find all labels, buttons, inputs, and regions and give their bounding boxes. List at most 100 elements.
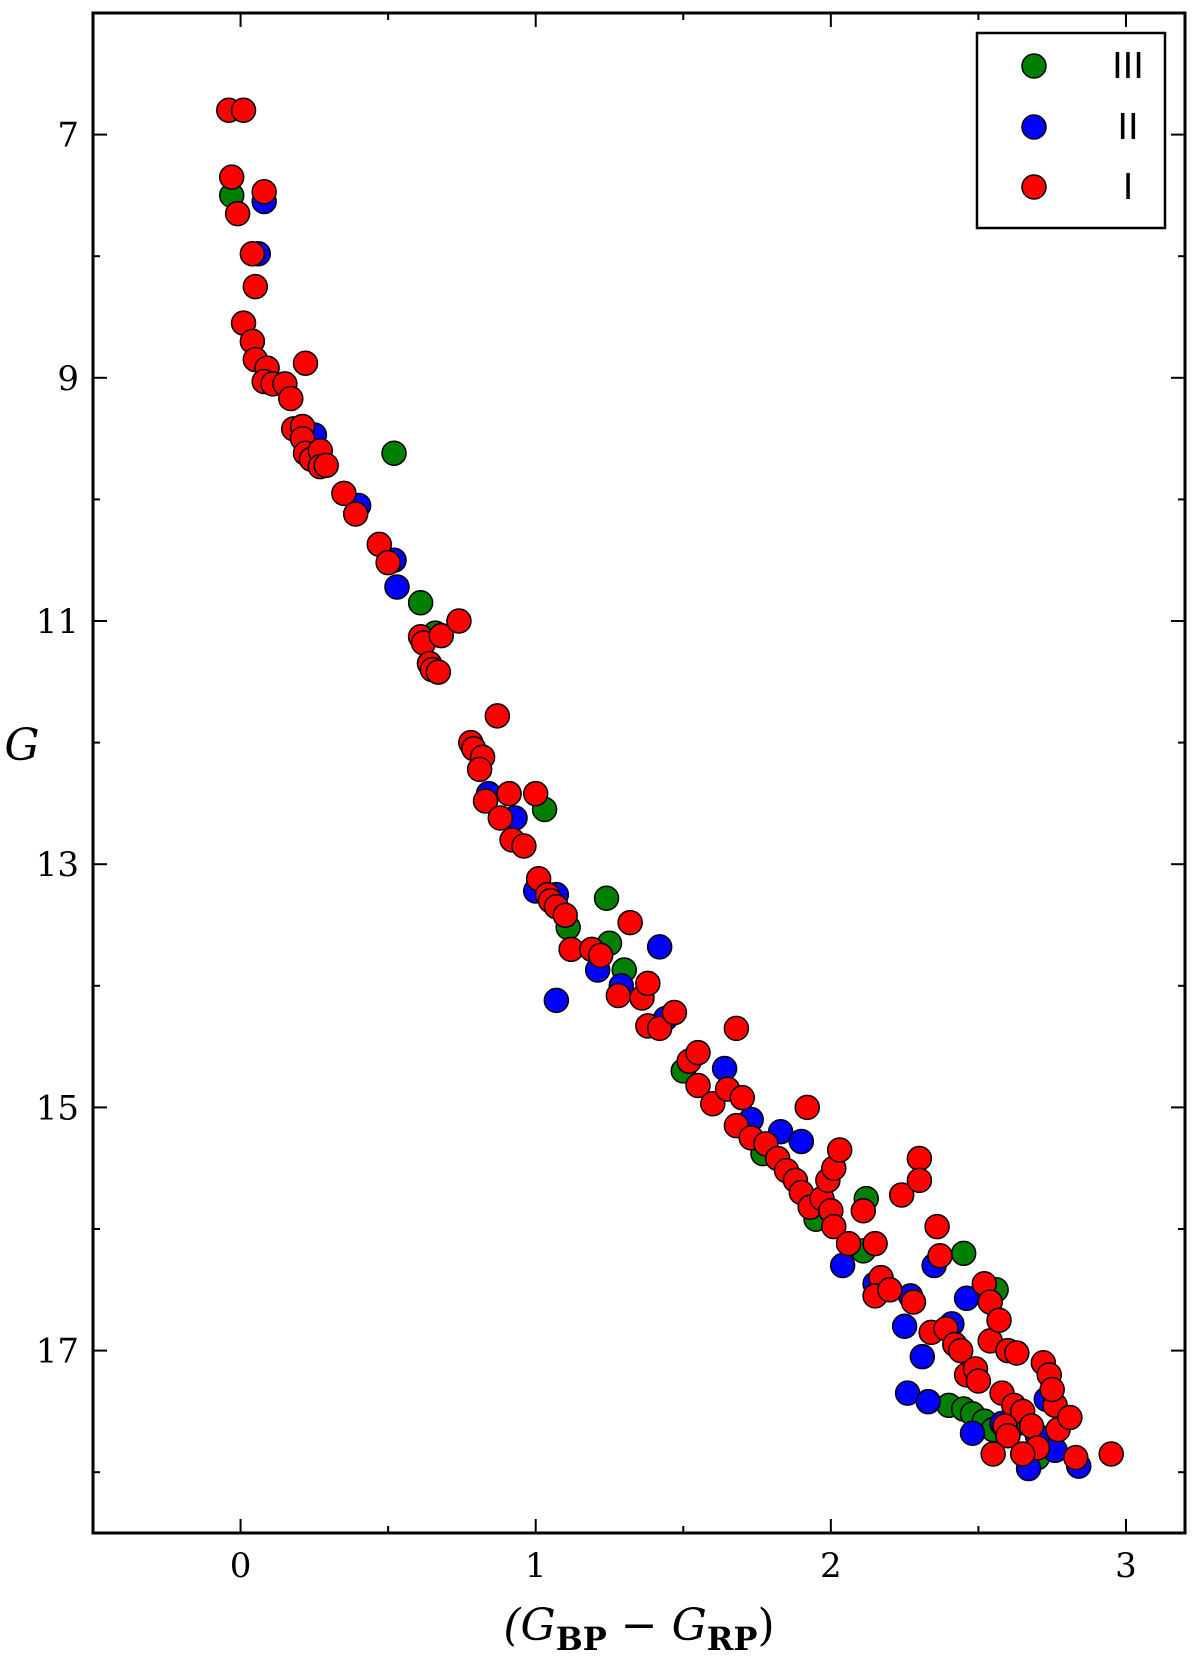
data-point-i xyxy=(552,902,578,929)
data-point-i xyxy=(292,350,319,376)
data-point-i xyxy=(342,501,369,527)
data-point-iii xyxy=(950,1240,977,1267)
data-point-i xyxy=(862,1230,888,1257)
x-title-part-open: (G xyxy=(503,1600,555,1651)
data-point-i xyxy=(446,608,472,634)
data-point-i xyxy=(484,703,511,729)
legend-marker-ii xyxy=(1021,114,1047,140)
x-tick-label: 2 xyxy=(820,1546,842,1586)
data-point-i xyxy=(511,833,537,859)
data-point-i xyxy=(1098,1441,1124,1467)
data-point-i xyxy=(850,1198,877,1224)
x-title-part-close: ) xyxy=(757,1600,774,1651)
y-axis-title: G xyxy=(4,720,39,771)
data-point-i xyxy=(1039,1376,1065,1403)
data-point-ii xyxy=(909,1343,936,1370)
data-point-i xyxy=(826,1137,853,1163)
data-point-i xyxy=(646,1015,673,1042)
plot-frame xyxy=(91,11,1187,1535)
data-point-i xyxy=(980,1441,1006,1467)
data-point-ii xyxy=(788,1128,815,1155)
x-tick-label: 3 xyxy=(1115,1546,1137,1586)
x-axis-title: (GBP − GRP) xyxy=(503,1600,774,1658)
data-point-iii xyxy=(407,590,434,616)
data-point-i xyxy=(995,1422,1021,1449)
data-point-i xyxy=(729,1084,756,1111)
legend-box xyxy=(975,31,1167,230)
data-point-i xyxy=(218,164,245,190)
data-point-i xyxy=(821,1213,847,1240)
data-point-i xyxy=(587,942,614,969)
legend: III II I xyxy=(975,31,1167,230)
data-point-i xyxy=(428,622,455,649)
y-tick-label: 13 xyxy=(36,845,79,885)
data-point-i xyxy=(888,1182,915,1208)
data-point-ii xyxy=(384,574,410,600)
data-point-i xyxy=(1057,1404,1083,1431)
x-tick-label: 1 xyxy=(525,1546,547,1586)
data-point-ii xyxy=(891,1313,918,1340)
data-point-i xyxy=(635,970,661,997)
data-point-i xyxy=(313,452,339,479)
data-point-i xyxy=(924,1213,950,1240)
y-tick-label: 9 xyxy=(57,359,79,399)
data-point-i xyxy=(425,659,452,685)
data-point-i xyxy=(947,1337,974,1364)
data-point-i xyxy=(277,385,304,412)
data-point-i xyxy=(661,999,688,1026)
data-point-i xyxy=(466,756,493,783)
data-point-i xyxy=(986,1307,1012,1333)
data-point-i xyxy=(685,1072,711,1099)
data-point-i xyxy=(605,982,632,1009)
data-point-i xyxy=(487,805,514,831)
legend-label-i: I xyxy=(1123,167,1134,208)
data-point-ii xyxy=(959,1420,986,1447)
legend-label-iii: III xyxy=(1112,46,1144,87)
data-point-i xyxy=(685,1039,711,1066)
data-point-i xyxy=(472,788,499,814)
legend-marker-i xyxy=(1021,174,1047,200)
data-point-i xyxy=(1004,1340,1030,1366)
data-point-i xyxy=(877,1277,903,1303)
data-point-i xyxy=(1063,1444,1089,1471)
data-point-i xyxy=(927,1243,953,1269)
data-point-i xyxy=(242,273,269,300)
axis-tick-labels: 0 1 2 3 7 9 11 13 15 17 xyxy=(36,116,1137,1586)
data-point-i xyxy=(375,549,401,576)
y-tick-label: 17 xyxy=(36,1332,79,1372)
data-point-i xyxy=(1018,1413,1045,1439)
data-point-i xyxy=(906,1167,933,1194)
data-point-i xyxy=(906,1145,933,1172)
data-point-i xyxy=(617,909,643,936)
y-tick-label: 15 xyxy=(36,1088,79,1128)
data-point-ii xyxy=(829,1252,856,1279)
data-point-i xyxy=(900,1289,927,1315)
data-point-i xyxy=(496,780,522,807)
x-tick-label: 0 xyxy=(230,1546,252,1586)
data-point-i xyxy=(835,1230,862,1257)
axis-ticks xyxy=(92,12,1185,1533)
data-point-i xyxy=(331,480,357,507)
data-point-ii xyxy=(646,934,673,960)
legend-marker-iii xyxy=(1021,53,1047,79)
data-point-i xyxy=(1009,1441,1036,1467)
data-point-i xyxy=(224,200,251,227)
x-title-sub-rp: RP xyxy=(707,1620,758,1658)
data-point-ii xyxy=(915,1388,941,1415)
x-title-part-minus: − G xyxy=(607,1600,707,1651)
data-point-iii xyxy=(593,885,620,911)
data-point-i xyxy=(251,179,277,205)
data-point-i xyxy=(794,1094,820,1121)
y-tick-label: 7 xyxy=(57,116,79,156)
legend-label-ii: II xyxy=(1117,107,1138,148)
data-points xyxy=(216,97,1124,1482)
data-point-i xyxy=(965,1368,992,1394)
data-point-i xyxy=(522,780,549,807)
data-point-i xyxy=(239,241,266,267)
y-tick-label: 11 xyxy=(36,602,79,642)
x-title-sub-bp: BP xyxy=(556,1620,607,1658)
data-point-ii xyxy=(543,987,570,1014)
data-point-i xyxy=(723,1015,750,1042)
data-point-iii xyxy=(381,440,407,466)
